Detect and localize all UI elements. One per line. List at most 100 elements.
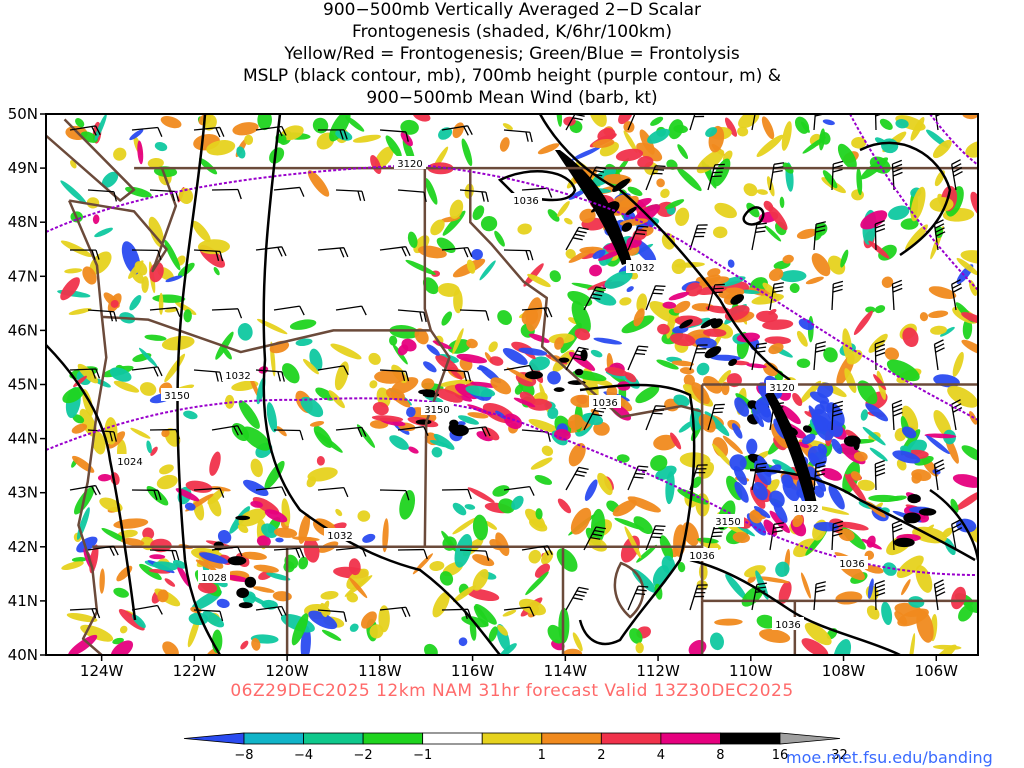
lat-label: 44N xyxy=(8,430,38,448)
wind-barb xyxy=(689,224,708,251)
wind-barb xyxy=(211,546,243,557)
wind-barb xyxy=(397,548,428,560)
svg-text:1036: 1036 xyxy=(775,620,800,631)
wind-barb xyxy=(211,308,243,319)
wind-barb xyxy=(149,549,180,561)
lat-label: 50N xyxy=(8,105,38,123)
title-line-1: 900−500mb Vertically Averaged 2−D Scalar xyxy=(323,0,701,20)
svg-text:1036: 1036 xyxy=(513,196,538,207)
wind-barb xyxy=(69,249,100,260)
colorbar-tick-label: 16 xyxy=(772,748,789,763)
wind-barb xyxy=(149,306,181,317)
wind-barb xyxy=(813,221,826,251)
wind-barb xyxy=(933,579,946,611)
wind-barb xyxy=(565,346,589,371)
wind-barb xyxy=(933,339,945,371)
wind-barb xyxy=(131,489,162,501)
title-line-2: Frontogenesis (shaded, K/6hr/100km) xyxy=(352,22,672,42)
wind-barb xyxy=(379,246,411,257)
wind-barb xyxy=(583,526,607,551)
title-line-4: MSLP (black contour, mb), 700mb height (… xyxy=(242,66,782,86)
wind-barb xyxy=(583,286,607,311)
lon-label: 118W xyxy=(358,662,402,680)
mslp-label: 1032 xyxy=(790,501,822,515)
mslp-label: 1032 xyxy=(324,528,356,542)
svg-text:3120: 3120 xyxy=(397,159,422,170)
website-link[interactable]: moe.met.fsu.edu/banding xyxy=(786,748,993,767)
height-label: 3120 xyxy=(394,156,426,170)
wind-barb xyxy=(379,129,409,142)
wind-barb xyxy=(335,426,367,438)
wind-barb xyxy=(521,307,553,318)
wind-barb xyxy=(459,309,490,321)
wind-barb xyxy=(874,340,886,371)
wind-barb xyxy=(317,129,348,140)
lon-label: 110W xyxy=(729,662,773,680)
wind-barb xyxy=(769,282,785,311)
lat-label: 43N xyxy=(8,484,38,502)
colorbar-tick-label: −1 xyxy=(413,748,432,763)
mslp-label: 1032 xyxy=(222,368,254,382)
colorbar-tick-label: 1 xyxy=(538,748,546,763)
wind-barb xyxy=(379,489,410,501)
wind-barb xyxy=(459,426,491,437)
svg-text:1024: 1024 xyxy=(117,457,142,468)
wind-barbs xyxy=(69,114,963,622)
colorbar-tick-label: 4 xyxy=(657,748,665,763)
wind-barb xyxy=(951,159,963,191)
wind-barb xyxy=(193,487,225,498)
wind-barb xyxy=(441,246,473,258)
wind-barb xyxy=(769,522,785,551)
wind-barb xyxy=(273,429,304,441)
mslp-label: 1036 xyxy=(836,556,868,570)
wind-barb xyxy=(627,345,649,371)
wind-barb xyxy=(813,341,826,371)
wind-barb xyxy=(951,519,963,551)
wind-barb xyxy=(935,114,942,131)
wind-barb xyxy=(211,188,242,200)
lat-label: 41N xyxy=(8,592,38,610)
wind-barb xyxy=(255,605,287,617)
wind-barb xyxy=(813,461,826,491)
colorbar-tick-label: −4 xyxy=(294,748,313,763)
colorbar-bin xyxy=(720,732,781,745)
wind-barb xyxy=(441,125,473,136)
colorbar-bin xyxy=(481,732,543,745)
wind-barb xyxy=(769,402,785,431)
wind-barb xyxy=(69,125,101,136)
svg-text:1032: 1032 xyxy=(225,371,250,382)
svg-text:1036: 1036 xyxy=(592,398,617,409)
wind-barb xyxy=(87,189,118,202)
wind-barb xyxy=(317,365,349,376)
height-label: 3150 xyxy=(161,388,193,402)
colorbar-tick-label: 2 xyxy=(597,748,605,763)
wind-barb xyxy=(317,247,349,258)
mslp-label: 1028 xyxy=(198,570,230,584)
lon-label: 124W xyxy=(80,662,124,680)
wind-barb xyxy=(503,485,535,496)
svg-text:1028: 1028 xyxy=(201,573,226,584)
wind-barb xyxy=(751,222,767,251)
svg-text:3150: 3150 xyxy=(715,517,740,528)
frontogenesis-shading xyxy=(57,114,978,655)
svg-text:1032: 1032 xyxy=(629,263,654,274)
svg-text:1032: 1032 xyxy=(793,504,818,515)
wind-barb xyxy=(503,364,535,375)
wind-barb xyxy=(831,400,844,431)
wind-barb xyxy=(751,462,767,491)
wind-barb xyxy=(69,484,101,496)
lat-label: 46N xyxy=(8,321,38,339)
wind-barb xyxy=(503,249,534,261)
lat-label: 40N xyxy=(8,646,38,664)
colorbar-bin xyxy=(303,732,364,745)
wind-barb xyxy=(831,520,844,551)
wind-barb xyxy=(707,403,725,431)
wind-barb xyxy=(459,189,489,203)
lon-label: 116W xyxy=(451,662,495,680)
wind-barb xyxy=(645,405,666,431)
wind-barb xyxy=(689,344,708,371)
wind-barb xyxy=(87,429,117,442)
wind-barb xyxy=(831,280,844,311)
wind-barb xyxy=(874,460,886,491)
wind-barb xyxy=(627,225,649,251)
